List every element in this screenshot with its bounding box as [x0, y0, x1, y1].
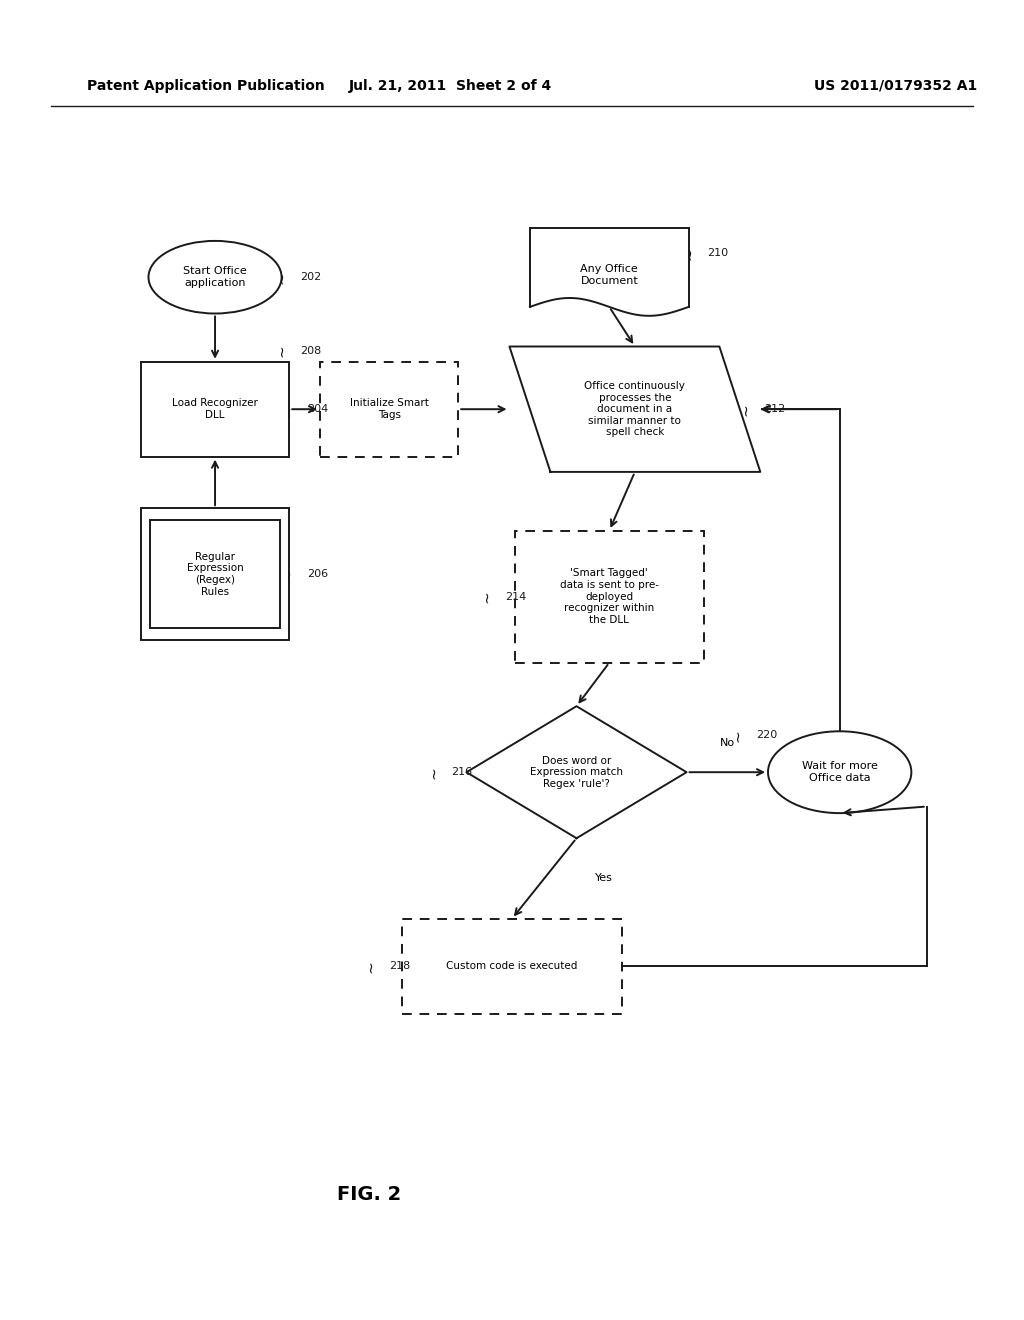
Text: Load Recognizer
DLL: Load Recognizer DLL: [172, 399, 258, 420]
Text: 'Smart Tagged'
data is sent to pre-
deployed
recognizer within
the DLL: 'Smart Tagged' data is sent to pre- depl…: [560, 569, 658, 624]
Text: 204: 204: [307, 404, 329, 414]
Text: 202: 202: [300, 272, 322, 282]
Text: US 2011/0179352 A1: US 2011/0179352 A1: [814, 79, 978, 92]
Text: 212: 212: [764, 404, 785, 414]
Text: ~: ~: [730, 729, 744, 742]
Text: ~: ~: [738, 403, 753, 416]
Text: 208: 208: [300, 346, 322, 356]
Text: Office continuously
processes the
document in a
similar manner to
spell check: Office continuously processes the docume…: [585, 381, 685, 437]
Text: Regular
Expression
(Regex)
Rules: Regular Expression (Regex) Rules: [186, 552, 244, 597]
Text: ~: ~: [682, 247, 696, 260]
Text: ~: ~: [274, 345, 289, 358]
Text: ~: ~: [282, 568, 296, 581]
Text: Start Office
application: Start Office application: [183, 267, 247, 288]
Text: Any Office
Document: Any Office Document: [581, 264, 638, 285]
Text: 216: 216: [452, 767, 473, 777]
Text: Jul. 21, 2011  Sheet 2 of 4: Jul. 21, 2011 Sheet 2 of 4: [349, 79, 552, 92]
Text: Initialize Smart
Tags: Initialize Smart Tags: [349, 399, 429, 420]
Text: 220: 220: [756, 730, 777, 741]
Text: Yes: Yes: [595, 874, 612, 883]
Text: FIG. 2: FIG. 2: [337, 1185, 400, 1204]
Text: 210: 210: [708, 248, 729, 259]
Text: Custom code is executed: Custom code is executed: [446, 961, 578, 972]
Text: Patent Application Publication: Patent Application Publication: [87, 79, 325, 92]
Bar: [151, 520, 281, 628]
Bar: [141, 362, 289, 457]
Bar: [319, 362, 459, 457]
Text: ~: ~: [426, 766, 440, 779]
Bar: [141, 508, 289, 640]
Text: Wait for more
Office data: Wait for more Office data: [802, 762, 878, 783]
Bar: [401, 919, 623, 1014]
Text: ~: ~: [282, 403, 296, 416]
Text: No: No: [720, 738, 735, 748]
Text: Does word or
Expression match
Regex 'rule'?: Does word or Expression match Regex 'rul…: [530, 755, 623, 789]
Text: ~: ~: [364, 960, 378, 973]
Text: 218: 218: [389, 961, 411, 972]
Bar: [514, 531, 705, 663]
Text: 214: 214: [505, 591, 526, 602]
Text: 206: 206: [307, 569, 329, 579]
Text: ~: ~: [274, 271, 289, 284]
Text: ~: ~: [479, 590, 494, 603]
